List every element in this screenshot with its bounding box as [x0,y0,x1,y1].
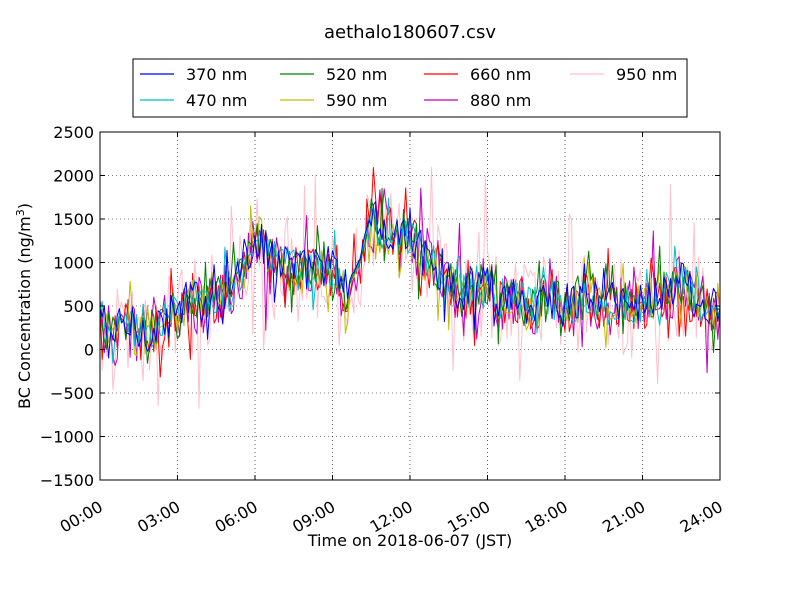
legend-label: 520 nm [326,65,387,84]
y-tick-label: −500 [50,384,94,403]
y-tick-label: 500 [63,297,94,316]
plot-frame [99,131,721,481]
legend-label: 950 nm [616,65,677,84]
y-tick-label: 0 [84,341,94,360]
legend-box [132,58,688,118]
chart-title: aethalo180607.csv [324,22,496,43]
y-axis-title: BC Concentration (ng/m3) [14,203,34,409]
legend-items: 370 nm 470 nm 520 nm 590 nm 660 nm 880 nm 950 … [140,65,677,110]
series-line-880-nm [100,187,720,374]
y-tick-label: 1000 [53,254,94,273]
legend-label: 370 nm [186,65,247,84]
y-tick-label: −1000 [40,428,94,447]
series-line-470-nm [100,197,720,364]
y-axis-title-end: ) [15,203,34,209]
legend-label: 660 nm [470,65,531,84]
y-tick-label: 1500 [53,210,94,229]
y-tick-label: −1500 [40,471,94,490]
series-lines [100,166,720,409]
legend-label: 590 nm [326,91,387,110]
legend-label: 470 nm [186,91,247,110]
y-tick-label: 2500 [53,123,94,142]
series-line-370-nm [100,201,720,359]
legend-label: 880 nm [470,91,531,110]
y-axis-title-sup: 3 [14,209,27,216]
x-axis-title: Time on 2018-06-07 (JST) [307,531,512,550]
legend: 370 nm 470 nm 520 nm 590 nm 660 nm 880 nm 950 … [132,58,688,118]
y-tick-label: 2000 [53,167,94,186]
y-axis-title-main: BC Concentration (ng/m [15,216,34,409]
